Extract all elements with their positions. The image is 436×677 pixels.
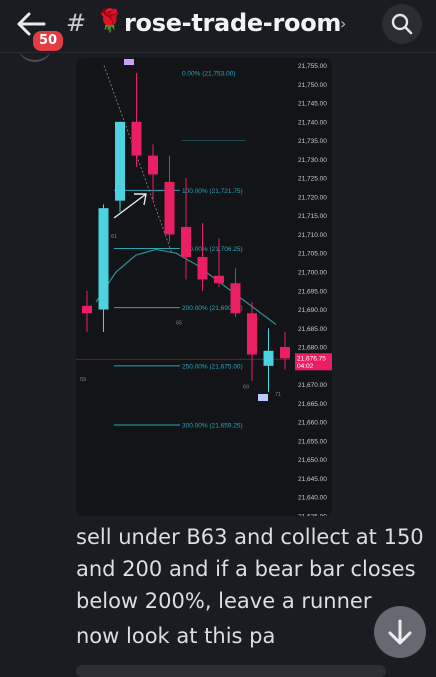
back-button[interactable] <box>16 10 50 40</box>
candle-body <box>197 256 208 280</box>
candle-body <box>98 208 109 310</box>
price-tag-timer: 04:02 <box>297 363 314 370</box>
candle-body <box>214 275 224 284</box>
candle-body <box>82 305 92 314</box>
fib-level-label: 250.00% (21,675.00) <box>182 363 243 370</box>
candle-body <box>148 155 158 175</box>
y-tick-label: 21,735.00 <box>298 138 327 145</box>
fib-level-label: 0.00% (21,753.00) <box>182 71 235 78</box>
next-message-preview <box>76 665 386 677</box>
y-tick-label: 21,705.00 <box>298 251 327 258</box>
search-button[interactable] <box>382 4 422 44</box>
price-tag-value: 21,676.75 <box>297 355 326 362</box>
fib-level-label: 200.00% (21,690.50) <box>182 305 243 312</box>
rose-emoji: 🌹 <box>96 9 124 34</box>
candle-body <box>263 350 274 366</box>
message-line: below 200%, leave a runner <box>76 589 372 613</box>
channel-header: 50 # 🌹 rose-trade-room › <box>0 0 436 53</box>
y-tick-label: 21,745.00 <box>298 101 327 108</box>
y-tick-label: 21,715.00 <box>298 213 327 220</box>
y-tick-label: 21,650.00 <box>298 457 327 464</box>
price-tag <box>295 353 332 371</box>
y-tick-label: 21,660.00 <box>298 420 327 427</box>
y-tick-label: 21,670.00 <box>298 382 327 389</box>
y-tick-label: 21,740.00 <box>298 119 327 126</box>
message-line: sell under B63 and collect at 150 <box>76 525 424 549</box>
y-tick-label: 21,685.00 <box>298 326 327 333</box>
candle-body <box>164 181 175 235</box>
bar-number-label: 61 <box>111 234 117 240</box>
candlestick-chart: 21,755.00 21,750.00 21,745.00 21,740.00 21,7… <box>76 59 332 517</box>
candle-body <box>280 347 290 359</box>
arrow-down-icon <box>388 619 412 645</box>
y-tick-label: 21,645.00 <box>298 476 327 483</box>
candle-body <box>131 121 142 156</box>
chart-image[interactable]: 21,755.00 21,750.00 21,745.00 21,740.00 21,7… <box>76 58 332 516</box>
header-divider <box>0 52 436 53</box>
bar-number-label: 59 <box>80 377 86 383</box>
chevron-right-icon[interactable]: › <box>340 14 347 33</box>
y-tick-label: 21,700.00 <box>298 269 327 276</box>
avatar[interactable] <box>18 30 52 62</box>
signal-marker <box>258 393 268 401</box>
y-tick-label: 21,750.00 <box>298 82 327 89</box>
message-line: and 200 and if a bear bar closes <box>76 557 416 581</box>
jump-to-latest-button[interactable] <box>374 606 426 658</box>
y-tick-label: 21,635.00 <box>298 514 327 517</box>
message-body: sell under B63 and collect at 150 and 20… <box>76 521 426 617</box>
candle-body <box>247 313 257 355</box>
y-tick-label: 21,710.00 <box>298 232 327 239</box>
message-text: now look at this pa <box>76 624 276 648</box>
fib-level-label: 150.00% (21,706.25) <box>182 246 243 253</box>
bar-number-label: 71 <box>275 392 281 398</box>
arrow-annotation <box>113 193 147 219</box>
y-tick-label: 21,655.00 <box>298 438 327 445</box>
bar-number-label: 69 <box>243 384 249 390</box>
channel-hash-icon: # <box>66 9 87 37</box>
candle-body <box>230 283 241 314</box>
y-tick-label: 21,695.00 <box>298 288 327 295</box>
fib-level-label: 300.00% (21,659.25) <box>182 422 243 429</box>
y-tick-label: 21,725.00 <box>298 176 327 183</box>
trend-line <box>103 65 173 254</box>
arrow-left-icon <box>17 12 46 36</box>
unread-badge: 50 <box>31 29 65 53</box>
y-tick-label: 21,665.00 <box>298 401 327 408</box>
channel-title[interactable]: rose-trade-room <box>124 9 342 37</box>
signal-marker <box>124 59 134 65</box>
y-tick-label: 21,640.00 <box>298 495 327 502</box>
y-tick-label: 21,690.00 <box>298 307 327 314</box>
candle-body <box>115 121 125 201</box>
candle-body <box>181 226 191 257</box>
y-tick-label: 21,755.00 <box>298 63 327 70</box>
fib-level-label: 100.00% (21,721.75) <box>182 188 243 195</box>
y-tick-label: 21,680.00 <box>298 345 327 352</box>
y-tick-label: 21,720.00 <box>298 194 327 201</box>
y-tick-label: 21,730.00 <box>298 157 327 164</box>
bar-number-label: 65 <box>176 321 182 327</box>
search-icon <box>391 13 413 35</box>
